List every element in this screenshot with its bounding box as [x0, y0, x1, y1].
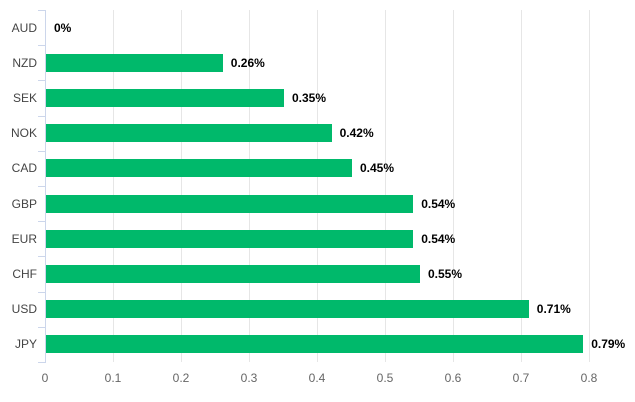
gridline — [113, 10, 114, 362]
category-label: GBP — [11, 196, 37, 211]
y-axis-line — [45, 10, 46, 363]
bar[interactable] — [46, 53, 223, 72]
category-label: USD — [11, 302, 37, 317]
x-axis-tick-label: 0.4 — [308, 371, 326, 385]
category-label: EUR — [11, 231, 37, 246]
category-label: SEK — [12, 91, 37, 105]
y-axis-tick — [38, 10, 45, 11]
category-label: JPY — [14, 337, 37, 352]
gridline — [181, 10, 182, 362]
gridline — [521, 10, 522, 362]
y-axis-tick — [38, 221, 45, 223]
y-axis-tick — [38, 45, 45, 47]
bar-value-label: 0.45% — [360, 161, 395, 176]
gridline — [589, 10, 590, 362]
bar-value-label: 0.35% — [292, 91, 327, 105]
bar-value-label: 0.55% — [428, 267, 463, 281]
y-axis-tick — [38, 80, 45, 82]
y-axis-tick — [38, 326, 45, 328]
bar-value-label: 0.79% — [591, 337, 626, 352]
category-label: CHF — [12, 267, 37, 281]
bar[interactable] — [46, 229, 414, 248]
y-axis-tick — [38, 186, 45, 187]
bar-value-label: 0.26% — [230, 55, 265, 70]
category-label: AUD — [11, 20, 37, 35]
bar[interactable] — [46, 265, 420, 283]
y-axis-tick — [38, 362, 45, 363]
y-axis-tick — [38, 150, 45, 152]
bar-value-label: 0.71% — [536, 302, 571, 317]
gridline — [453, 10, 454, 362]
x-axis-tick-label: 0.3 — [240, 371, 258, 385]
x-axis-tick-label: 0.5 — [376, 371, 394, 385]
bar-value-label: 0.54% — [421, 231, 456, 246]
y-axis-tick — [38, 256, 45, 258]
bar[interactable] — [46, 194, 414, 213]
x-axis-tick-label: 0.8 — [580, 371, 598, 385]
x-axis-tick-label: 0.2 — [172, 371, 190, 385]
category-label: NZD — [12, 55, 37, 70]
gridline — [385, 10, 386, 362]
y-axis-tick — [38, 291, 45, 293]
x-axis-tick-label: 0 — [41, 371, 49, 385]
bar[interactable] — [46, 159, 352, 178]
y-axis-tick — [38, 115, 45, 117]
category-label: CAD — [11, 161, 37, 176]
bar[interactable] — [46, 335, 584, 354]
gridline — [249, 10, 250, 362]
x-axis-tick-label: 0.1 — [104, 371, 122, 385]
bar[interactable] — [46, 300, 529, 319]
x-axis-tick-label: 0.6 — [444, 371, 462, 385]
bar-value-label: 0% — [54, 20, 72, 35]
x-axis-tick-label: 0.7 — [512, 371, 530, 385]
bar-value-label: 0.42% — [339, 126, 374, 141]
bar-value-label: 0.54% — [421, 196, 456, 211]
gridline — [317, 10, 318, 362]
bar[interactable] — [46, 89, 284, 107]
bar[interactable] — [46, 124, 332, 143]
category-label: NOK — [10, 126, 37, 141]
